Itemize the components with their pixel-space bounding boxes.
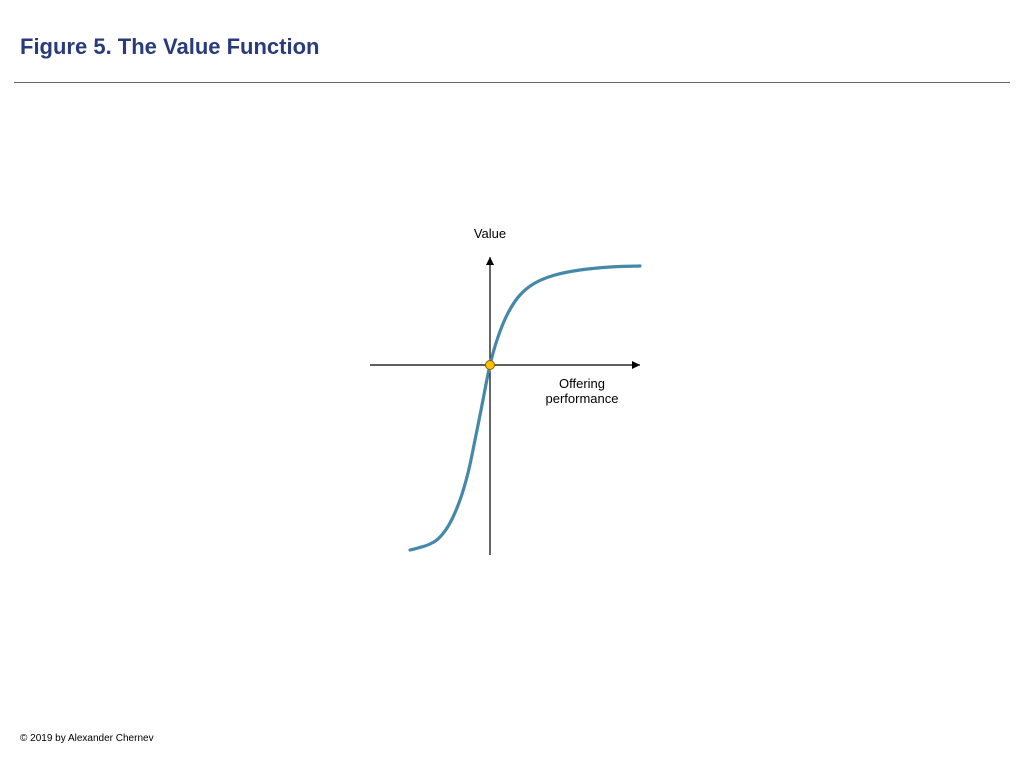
chart-svg <box>370 245 730 575</box>
y-axis-label: Value <box>474 226 506 241</box>
value-function-chart <box>370 245 730 580</box>
title-divider <box>14 82 1010 83</box>
figure-title: Figure 5. The Value Function <box>20 34 319 60</box>
copyright-text: © 2019 by Alexander Chernev <box>20 733 154 744</box>
